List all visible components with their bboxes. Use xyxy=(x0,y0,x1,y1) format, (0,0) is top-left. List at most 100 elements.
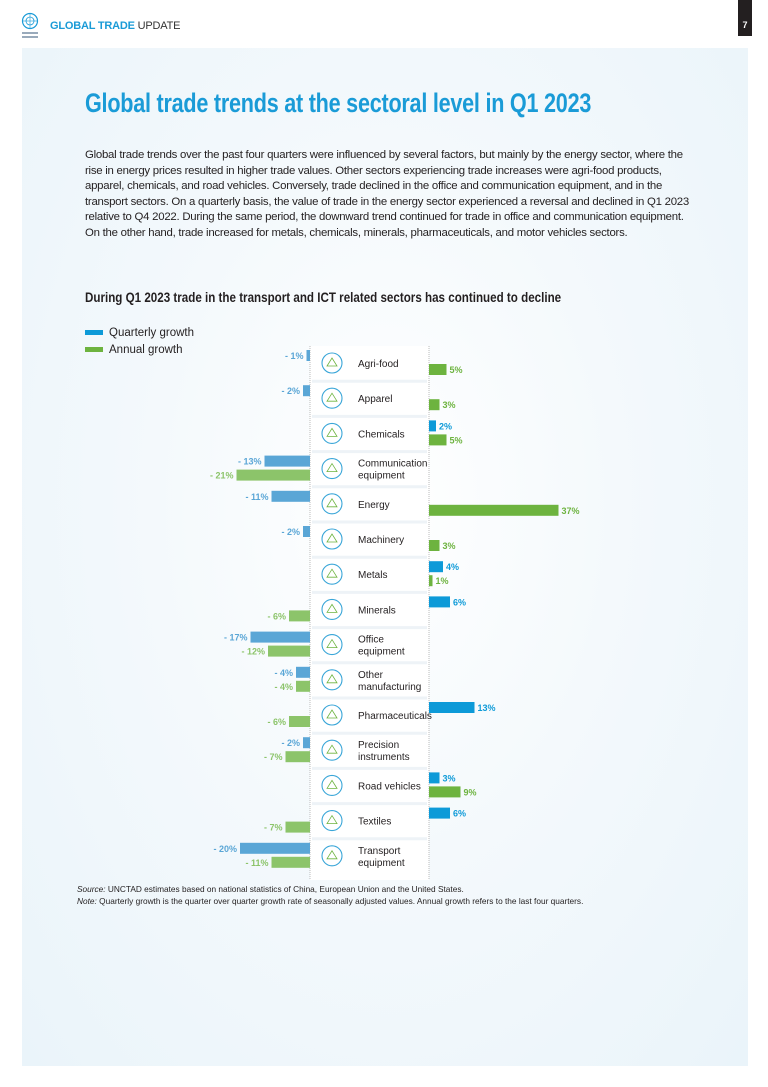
annual-value-label: 9% xyxy=(464,787,477,797)
quarterly-growth-bar xyxy=(296,666,310,678)
page-header: GLOBAL TRADE UPDATE 7 xyxy=(0,0,768,48)
medical-cross-icon xyxy=(321,704,343,726)
compass-icon xyxy=(321,739,343,761)
car-icon-detail xyxy=(326,779,338,789)
sector-label: Road vehicles xyxy=(358,781,421,792)
legend-swatch-quarterly xyxy=(85,330,103,335)
annual-value-label: 3% xyxy=(443,400,456,410)
legend-item-annual: Annual growth xyxy=(85,341,194,358)
quarterly-growth-bar xyxy=(303,526,310,537)
airplane-icon-detail xyxy=(326,850,338,860)
annual-growth-bar xyxy=(289,610,310,622)
gem-icon xyxy=(321,598,343,620)
sector-label: Other manufacturing xyxy=(358,670,421,693)
sector-label: Office equipment xyxy=(358,635,405,658)
annual-value-label: - 6% xyxy=(267,717,286,727)
quarterly-growth-bar xyxy=(303,385,310,397)
lightning-icon-detail xyxy=(326,498,338,508)
quarterly-value-label: - 13% xyxy=(238,457,262,467)
source-line: Source: UNCTAD estimates based on nation… xyxy=(77,884,583,896)
sector-label: Chemicals xyxy=(358,429,405,440)
publication-title: GLOBAL TRADE UPDATE xyxy=(50,20,180,32)
tractor-icon xyxy=(321,352,343,374)
note-text: Quarterly growth is the quarter over qua… xyxy=(96,895,584,906)
monitor-icon xyxy=(321,634,343,656)
annual-growth-bar xyxy=(285,751,310,763)
page-title: Global trade trends at the sectoral leve… xyxy=(85,88,592,118)
factory-icon xyxy=(321,669,343,691)
note-line: Note: Quarterly growth is the quarter ov… xyxy=(77,896,583,908)
quarterly-value-label: - 4% xyxy=(274,668,293,678)
quarterly-growth-bar xyxy=(429,420,436,432)
annual-value-label: 1% xyxy=(436,576,449,586)
gem-icon-detail xyxy=(326,603,338,613)
monitor-icon-detail xyxy=(326,638,338,648)
gear-wrench-icon-detail xyxy=(326,533,338,543)
sector-label: Agri-food xyxy=(358,359,399,370)
annual-growth-bar xyxy=(429,504,559,516)
airplane-icon xyxy=(321,845,343,867)
factory-icon-detail xyxy=(326,674,338,684)
title-rest: UPDATE xyxy=(134,20,181,32)
chart-title: During Q1 2023 trade in the transport an… xyxy=(85,290,562,305)
annual-growth-bar xyxy=(236,469,310,481)
quarterly-value-label: - 17% xyxy=(224,633,248,643)
annual-value-label: - 21% xyxy=(210,471,234,481)
body-paragraph: Global trade trends over the past four q… xyxy=(85,149,689,239)
annual-growth-bar xyxy=(296,680,310,692)
headset-icon xyxy=(321,458,343,480)
annual-growth-bar xyxy=(429,575,433,587)
annual-growth-bar xyxy=(268,645,310,657)
annual-growth-bar xyxy=(429,540,440,551)
quarterly-growth-bar xyxy=(429,772,440,784)
quarterly-growth-bar xyxy=(429,702,475,713)
legend-label: Quarterly growth xyxy=(109,326,195,339)
quarterly-value-label: - 2% xyxy=(281,738,300,748)
annual-value-label: 37% xyxy=(562,506,580,516)
quarterly-value-label: - 1% xyxy=(285,351,304,361)
quarterly-value-label: 2% xyxy=(439,421,452,431)
quarterly-growth-bar xyxy=(271,490,310,502)
annual-value-label: - 12% xyxy=(241,647,265,657)
tractor-icon-detail xyxy=(326,357,338,367)
title-bold: GLOBAL TRADE xyxy=(50,20,135,32)
flask-icon-detail xyxy=(326,427,338,437)
sector-label: Textiles xyxy=(358,817,391,828)
sewing-machine-icon-detail xyxy=(326,814,338,824)
annual-growth-bar xyxy=(429,364,447,375)
quarterly-growth-bar xyxy=(306,350,310,361)
annual-growth-bar xyxy=(429,399,440,411)
annual-value-label: 5% xyxy=(450,365,463,375)
quarterly-growth-bar xyxy=(303,737,310,749)
quarterly-value-label: - 11% xyxy=(245,492,268,502)
quarterly-growth-bar xyxy=(240,842,310,854)
quarterly-value-label: 13% xyxy=(478,703,496,713)
quarterly-value-label: 4% xyxy=(446,562,459,572)
sewing-machine-icon xyxy=(321,810,343,832)
page-number: 7 xyxy=(738,0,752,36)
annual-growth-bar xyxy=(289,716,310,727)
sector-label: Communication equipment xyxy=(358,459,427,482)
annual-growth-bar xyxy=(271,856,310,868)
source-label: Source: xyxy=(77,884,106,894)
annual-value-label: - 4% xyxy=(274,682,293,692)
quarterly-growth-bar xyxy=(429,807,450,819)
quarterly-growth-bar xyxy=(429,596,450,608)
metal-coil-icon-detail xyxy=(326,568,338,578)
note-label: Note: xyxy=(77,895,97,906)
medical-cross-icon-detail xyxy=(326,709,338,719)
annual-value-label: - 6% xyxy=(267,611,286,621)
sector-label: Apparel xyxy=(358,394,392,405)
quarterly-value-label: 6% xyxy=(453,597,466,607)
legend-item-quarterly: Quarterly growth xyxy=(85,324,194,341)
quarterly-growth-bar xyxy=(429,561,443,573)
annual-value-label: 3% xyxy=(443,541,456,551)
chart-notes: Source: UNCTAD estimates based on nation… xyxy=(77,884,583,907)
annual-growth-bar xyxy=(429,786,461,798)
jacket-icon-detail xyxy=(326,392,338,402)
un-emblem-icon xyxy=(21,12,39,38)
sector-label: Machinery xyxy=(358,535,404,546)
sector-label: Minerals xyxy=(358,605,396,616)
sector-label: Precision instruments xyxy=(358,740,410,763)
quarterly-value-label: - 20% xyxy=(213,844,237,854)
